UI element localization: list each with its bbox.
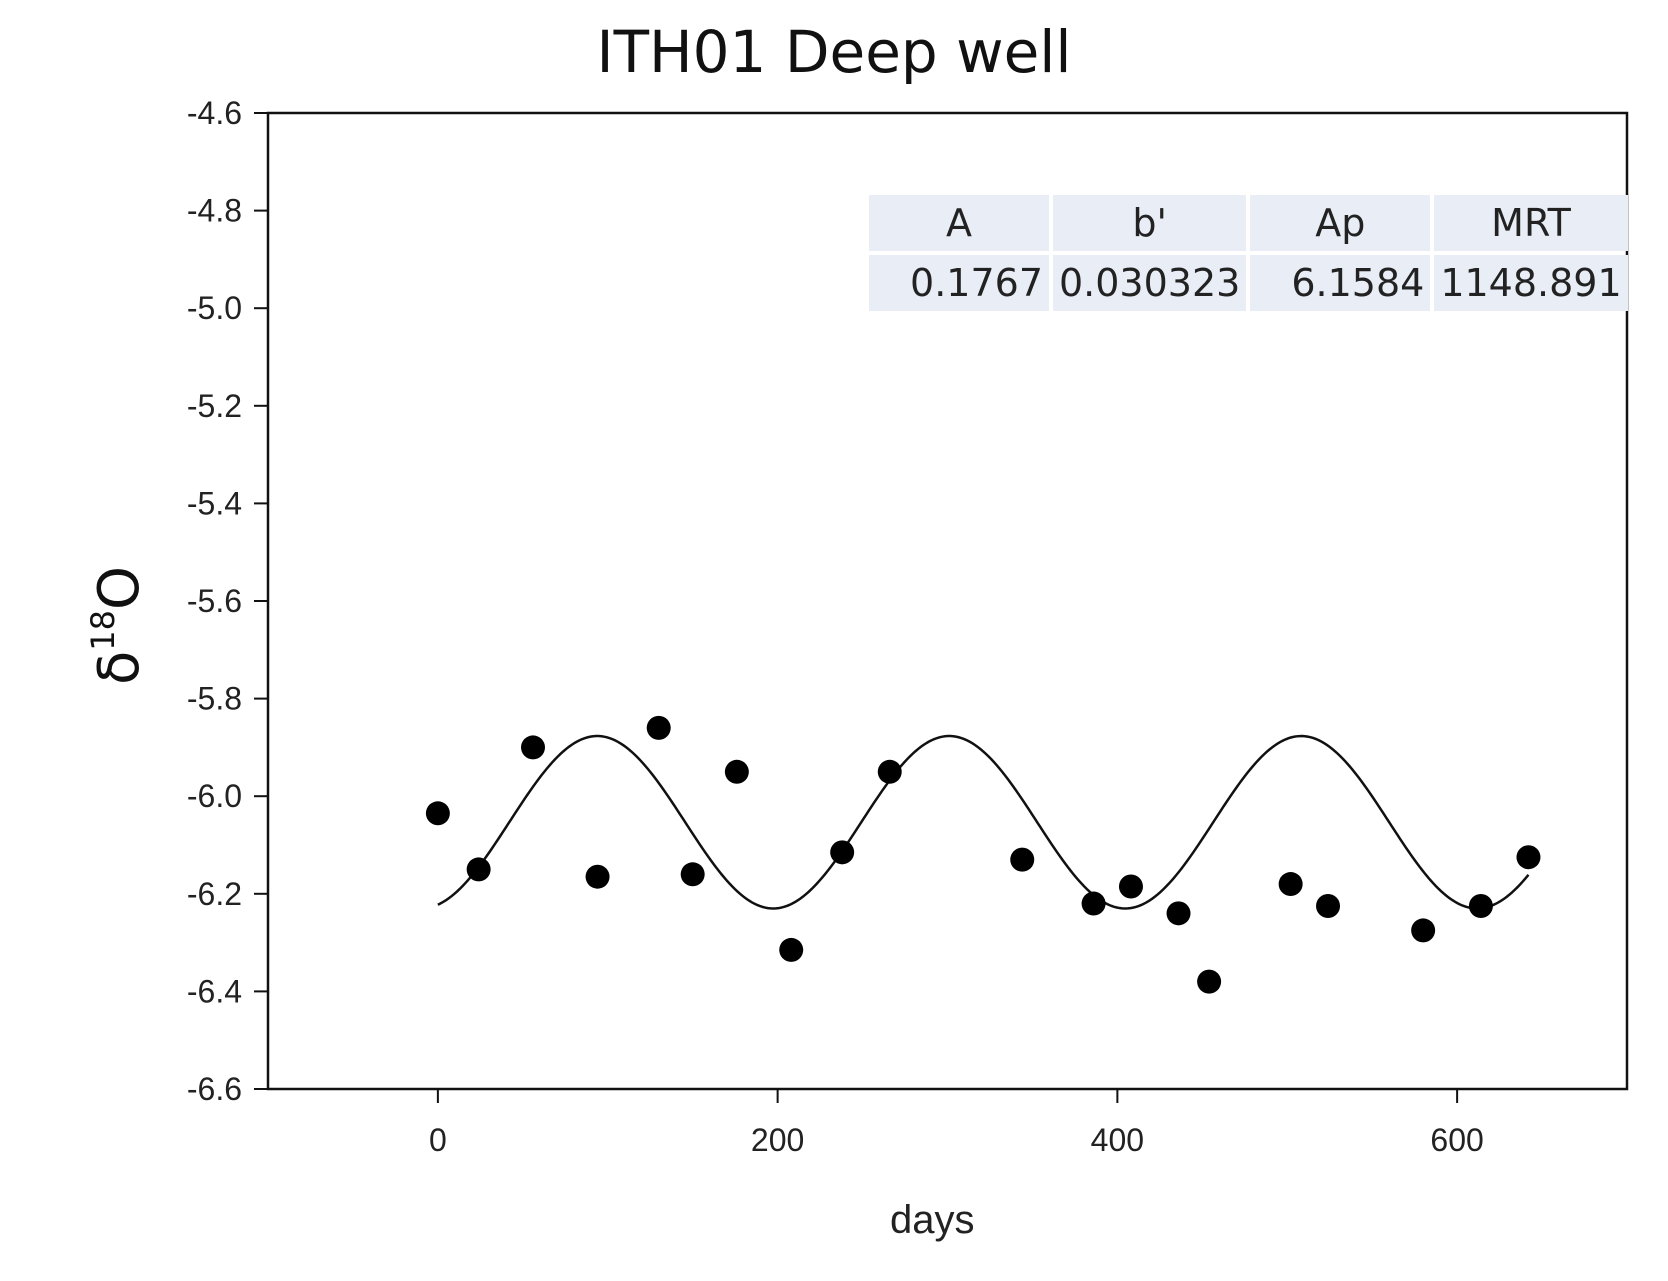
param-value-ap: 6.1584 [1250,255,1431,311]
y-tick-label: -6.6 [187,1071,242,1107]
x-tick-label: 400 [1091,1122,1144,1158]
data-point [585,864,610,889]
chart-title: ITH01 Deep well [596,18,1072,86]
x-tick-label: 600 [1430,1122,1483,1158]
data-point [1411,918,1436,943]
data-point [1166,901,1191,926]
param-value-mrt: 1148.891 [1434,255,1628,311]
y-tick-label: -4.6 [187,95,242,131]
param-header-b: b' [1053,195,1247,251]
data-point [466,857,491,882]
param-value-a: 0.1767 [869,255,1049,311]
param-header-mrt: MRT [1434,195,1628,251]
data-point [1316,894,1341,918]
y-tick-label: -5.0 [187,290,242,326]
y-tick-label: -5.6 [187,583,242,619]
parameter-value-row: 0.1767 0.030323 6.1584 1148.891 [869,255,1628,311]
param-header-a: A [869,195,1049,251]
y-tick-label: -5.4 [187,485,242,521]
y-tick-label: -4.8 [187,193,242,229]
x-axis-label: days [890,1198,975,1242]
fitted-curve [437,734,1530,910]
x-tick-label: 0 [429,1122,447,1158]
data-point [646,715,671,740]
data-point [877,759,902,784]
data-point [779,937,804,962]
data-point [521,735,546,760]
param-value-b: 0.030323 [1053,255,1247,311]
y-tick-label: -5.2 [187,388,242,424]
y-tick-label: -5.8 [187,681,242,717]
data-point [1197,969,1222,994]
parameter-header-row: A b' Ap MRT [869,195,1628,251]
y-tick-label: -6.0 [187,778,242,814]
data-point [1081,891,1106,916]
data-point [830,840,855,865]
data-point [1010,847,1035,872]
data-point [1468,894,1493,918]
data-point [1516,845,1541,870]
parameter-table: A b' Ap MRT 0.1767 0.030323 6.1584 1148.… [865,191,1632,315]
y-tick-label: -6.2 [187,876,242,912]
data-point [1118,874,1143,899]
data-point [724,759,749,784]
x-tick-label: 200 [751,1122,804,1158]
param-header-ap: Ap [1250,195,1431,251]
data-point [425,801,450,826]
data-point [680,862,705,887]
data-point [1278,872,1303,897]
y-tick-label: -6.4 [187,973,242,1009]
